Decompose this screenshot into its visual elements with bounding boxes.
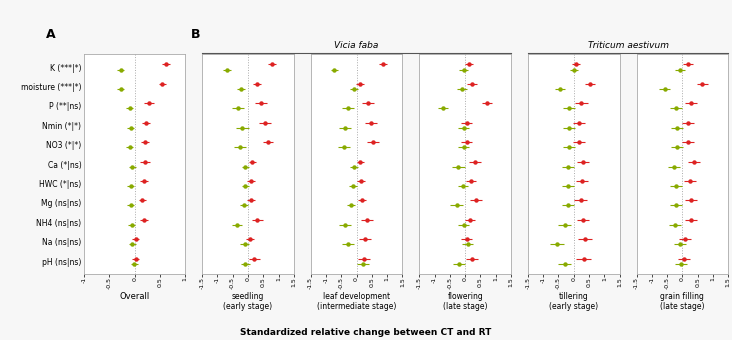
X-axis label: tillering
(early stage): tillering (early stage) bbox=[549, 292, 598, 311]
X-axis label: Overall: Overall bbox=[119, 292, 150, 301]
X-axis label: seedling
(early stage): seedling (early stage) bbox=[223, 292, 272, 311]
Text: A: A bbox=[46, 28, 56, 41]
X-axis label: leaf development
(intermediate stage): leaf development (intermediate stage) bbox=[317, 292, 396, 311]
Text: Standardized relative change between CT and RT: Standardized relative change between CT … bbox=[240, 328, 492, 337]
X-axis label: grain filling
(late stage): grain filling (late stage) bbox=[660, 292, 705, 311]
X-axis label: flowering
(late stage): flowering (late stage) bbox=[443, 292, 488, 311]
Text: Vicia faba: Vicia faba bbox=[335, 41, 378, 50]
Text: B: B bbox=[191, 28, 201, 41]
Text: Triticum aestivum: Triticum aestivum bbox=[588, 41, 668, 50]
